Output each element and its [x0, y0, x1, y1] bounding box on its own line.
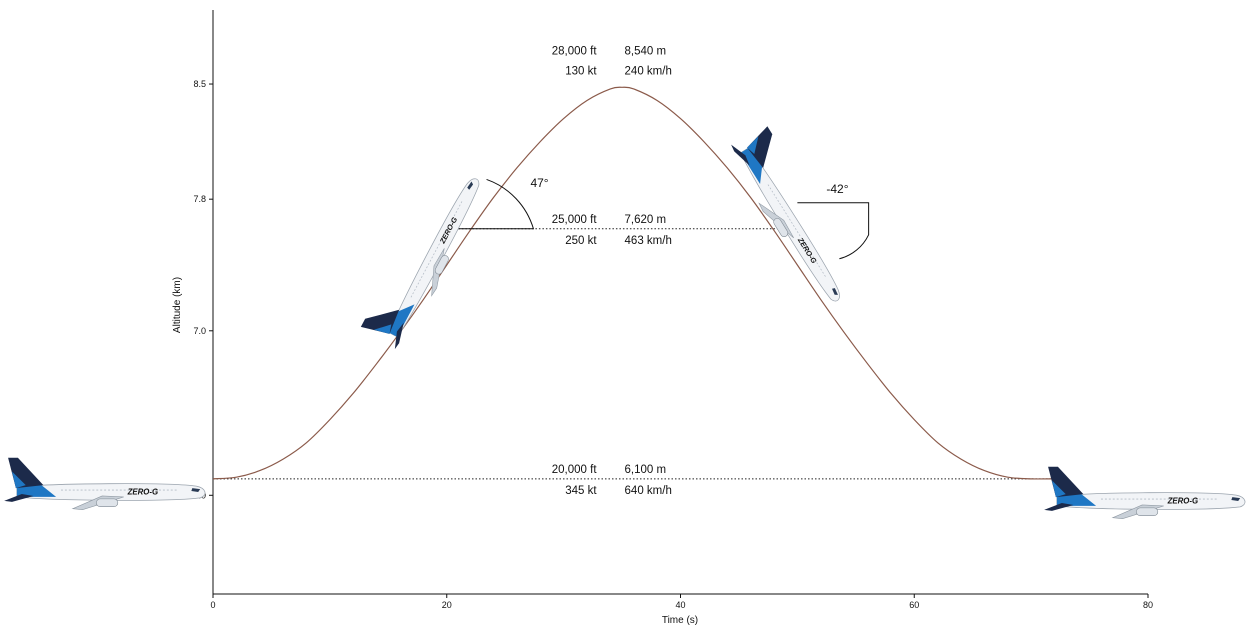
annotation-value: 240 km/h [625, 65, 672, 77]
angle-label: -42° [826, 182, 848, 196]
annotation-value: 250 kt [565, 235, 597, 247]
aircraft-level-right [1043, 466, 1246, 520]
angle-arc [458, 178, 535, 230]
annotation-value: 25,000 ft [552, 214, 598, 226]
altitude-speed-annotations: 28,000 ft 8,540 m 130 kt 240 km/h 25,000 ft 7… [552, 45, 672, 497]
reference-lines [213, 228, 1055, 480]
x-tick-label: 20 [442, 600, 452, 610]
aircraft-descending [723, 122, 866, 310]
y-tick-label: 8.5 [193, 79, 206, 89]
annotation-value: 640 km/h [625, 485, 672, 497]
y-tick-label: 7.8 [193, 194, 206, 204]
annotation-value: 7,620 m [625, 214, 667, 226]
x-tick-label: 0 [210, 600, 215, 610]
annotation-value: 130 kt [565, 65, 597, 77]
annotation-value: 463 km/h [625, 235, 672, 247]
x-axis-title: Time (s) [662, 615, 698, 626]
annotation-value: 345 kt [565, 485, 597, 497]
angle-arc [797, 202, 870, 260]
aircraft-climbing [358, 163, 492, 354]
x-axis-ticks: 0 20 40 60 80 [210, 594, 1153, 610]
x-tick-label: 60 [909, 600, 919, 610]
annotation-value: 20,000 ft [552, 464, 598, 476]
angle-markers: 47° -42° [458, 176, 870, 260]
aircraft-level-left [3, 457, 206, 511]
annotation-value: 8,540 m [625, 45, 667, 57]
y-axis-ticks: 6.07.07.88.5 [193, 79, 213, 500]
y-tick-label: 7.0 [193, 326, 206, 336]
annotation-value: 6,100 m [625, 464, 667, 476]
y-axis-title: Altitude (km) [172, 277, 183, 333]
angle-label: 47° [530, 176, 548, 190]
x-tick-label: 80 [1143, 600, 1153, 610]
annotation-value: 28,000 ft [552, 45, 598, 57]
x-tick-label: 40 [675, 600, 685, 610]
flight-trajectory-line [212, 86, 1055, 480]
